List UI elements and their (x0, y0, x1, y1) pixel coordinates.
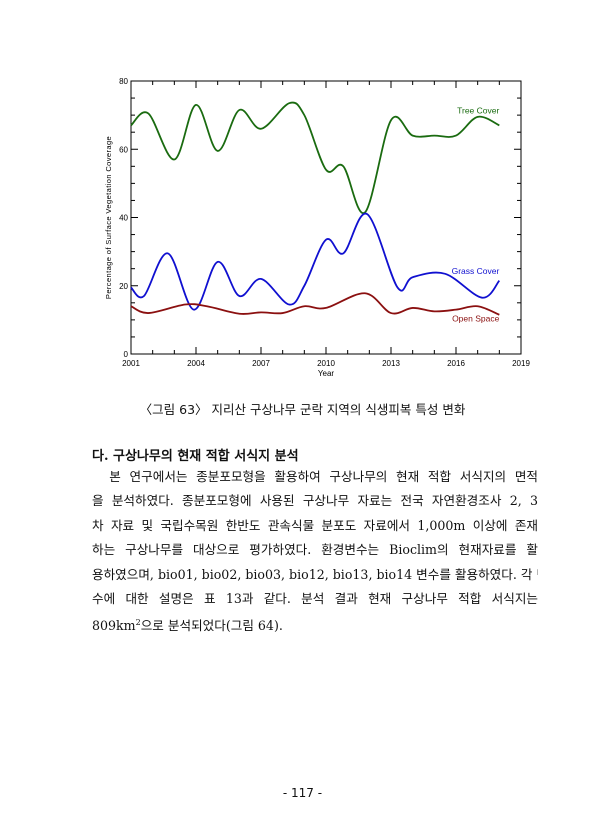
series-label: Tree Cover (457, 105, 499, 115)
body-paragraph: 본 연구에서는 종분포모형을 활용하여 구상나무의 현재 적합 서식지의 면적 … (92, 465, 538, 639)
x-tick-label: 2007 (252, 359, 270, 368)
x-tick-label: 2010 (317, 359, 335, 368)
x-tick-label: 2019 (512, 359, 530, 368)
y-tick-label: 20 (119, 282, 128, 291)
x-tick-label: 2013 (382, 359, 400, 368)
text-line: 차 자료 및 국립수목원 한반도 관속식물 분포도 자료에서 1,000m 이상… (92, 517, 538, 533)
vegetation-coverage-chart: 0 20 40 60 80 2001 2004 2007 2010 2013 2016 2019 Yea… (104, 77, 530, 378)
x-tick-label: 2016 (447, 359, 465, 368)
superscript: 2 (135, 618, 141, 628)
y-tick-label: 80 (119, 77, 128, 86)
text: 으로 분석되었다(그림 64). (140, 618, 283, 634)
series-label: Open Space (452, 314, 500, 324)
figure-caption: 〈그림 63〉 지리산 구상나무 군락 지역의 식생피복 특성 변화 (139, 402, 466, 417)
series-line-grass-cover (130, 213, 501, 311)
page-number: - 117 - (282, 786, 323, 800)
text-line: 본 연구에서는 종분포모형을 활용하여 구상나무의 현재 적합 서식지의 면적 (92, 469, 538, 484)
x-tick-label: 2004 (187, 359, 205, 368)
section-heading: 다. 구상나무의 현재 적합 서식지 분석 (92, 449, 299, 464)
text-line: 하는 구상나무를 대상으로 평가하였다. 환경변수는 Bioclim의 현재자료… (92, 542, 538, 558)
series-line-tree-cover (130, 101, 500, 214)
x-axis-label: Year (318, 369, 335, 378)
y-tick-label: 60 (119, 145, 128, 154)
x-tick-label: 2001 (122, 359, 140, 368)
y-axis-label: Percentage of Surface Vegetation Coverag… (104, 136, 113, 299)
y-tick-label: 40 (119, 214, 128, 223)
text-line: 용하였으며, bio01, bio02, bio03, bio12, bio13… (92, 566, 538, 582)
series-line-open-space (130, 292, 500, 316)
series-label: Grass Cover (452, 266, 500, 276)
y-tick-label: 0 (124, 350, 129, 359)
text-line: 809km2으로 분석되었다(그림 64). (92, 611, 538, 639)
text: 809km (92, 618, 136, 634)
text-line: 수에 대한 설명은 표 13과 같다. 분석 결과 현재 구상나무 적합 서식지… (92, 591, 538, 607)
text-line: 을 분석하였다. 종분포모형에 사용된 구상나무 자료는 전국 자연환경조사 2… (92, 493, 538, 509)
